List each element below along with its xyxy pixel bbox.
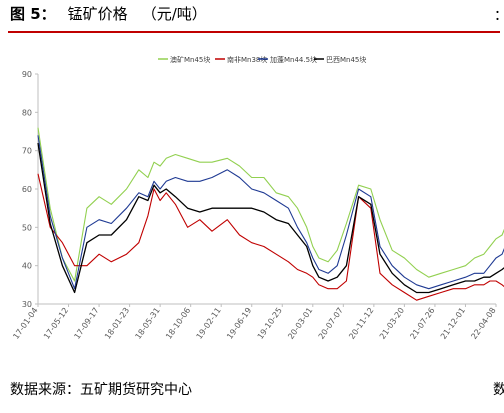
x-tick-label: 21-03-20 xyxy=(378,306,406,341)
legend: 澳矿Mn45块 南非Mn38块 加蓬Mn44.5块 巴西Mn45块 xyxy=(158,55,366,64)
cropped-edge-char-top: ： xyxy=(494,6,504,26)
y-axis-ticks: 30 40 50 60 70 80 90 xyxy=(22,70,38,309)
x-tick-label: 17-05-12 xyxy=(42,306,70,341)
x-tick-label: 19-02-11 xyxy=(195,306,223,341)
x-axis-ticks: 17-01-04 17-05-12 17-09-17 18-01-23 18-05-31… xyxy=(11,304,498,341)
figure-unit: （元/吨） xyxy=(141,5,207,23)
x-tick-label: 20-07-07 xyxy=(317,306,345,341)
chart-svg: 澳矿Mn45块 南非Mn38块 加蓬Mn44.5块 巴西Mn45块 30 40 50 60 7… xyxy=(11,55,504,341)
figure-title: 锰矿价格 xyxy=(67,5,128,23)
chart-title: 图 5： 锰矿价格 （元/吨） xyxy=(10,4,207,24)
x-tick-label: 19-10-25 xyxy=(256,306,284,341)
y-tick-label: 50 xyxy=(22,223,32,232)
x-tick-label: 18-01-23 xyxy=(103,306,131,341)
x-tick-label: 21-07-26 xyxy=(408,306,436,341)
x-tick-label: 20-11-12 xyxy=(347,306,375,341)
header-rule xyxy=(8,31,500,33)
x-tick-label: 19-06-19 xyxy=(225,306,253,341)
x-tick-label: 18-10-06 xyxy=(164,306,192,341)
legend-label: 巴西Mn45块 xyxy=(326,55,366,64)
series-line-1 xyxy=(37,127,504,282)
legend-label: 南非Mn38块 xyxy=(227,55,267,64)
cropped-edge-char: 数 xyxy=(493,382,504,398)
series-line-4 xyxy=(37,142,504,294)
y-tick-label: 80 xyxy=(22,108,32,117)
legend-label: 澳矿Mn45块 xyxy=(170,55,210,64)
x-tick-label: 17-01-04 xyxy=(11,306,39,341)
x-tick-label: 18-05-31 xyxy=(134,306,162,341)
series-line-2 xyxy=(37,173,504,301)
y-tick-label: 70 xyxy=(22,147,32,156)
plot-lines xyxy=(37,127,504,301)
figure-label: 图 5： xyxy=(10,5,56,23)
x-tick-label: 20-03-01 xyxy=(286,306,314,341)
legend-label: 加蓬Mn44.5块 xyxy=(270,55,317,64)
y-tick-label: 30 xyxy=(22,300,32,309)
series-line-3 xyxy=(37,135,504,290)
x-tick-label: 22-04-08 xyxy=(469,306,497,341)
y-tick-label: 60 xyxy=(22,185,32,194)
y-tick-label: 90 xyxy=(22,70,32,79)
x-tick-label: 21-12-01 xyxy=(439,306,467,341)
y-tick-label: 40 xyxy=(22,262,32,271)
x-tick-label: 17-09-17 xyxy=(73,306,101,341)
data-source: 数据来源：五矿期货研究中心 xyxy=(10,382,192,398)
